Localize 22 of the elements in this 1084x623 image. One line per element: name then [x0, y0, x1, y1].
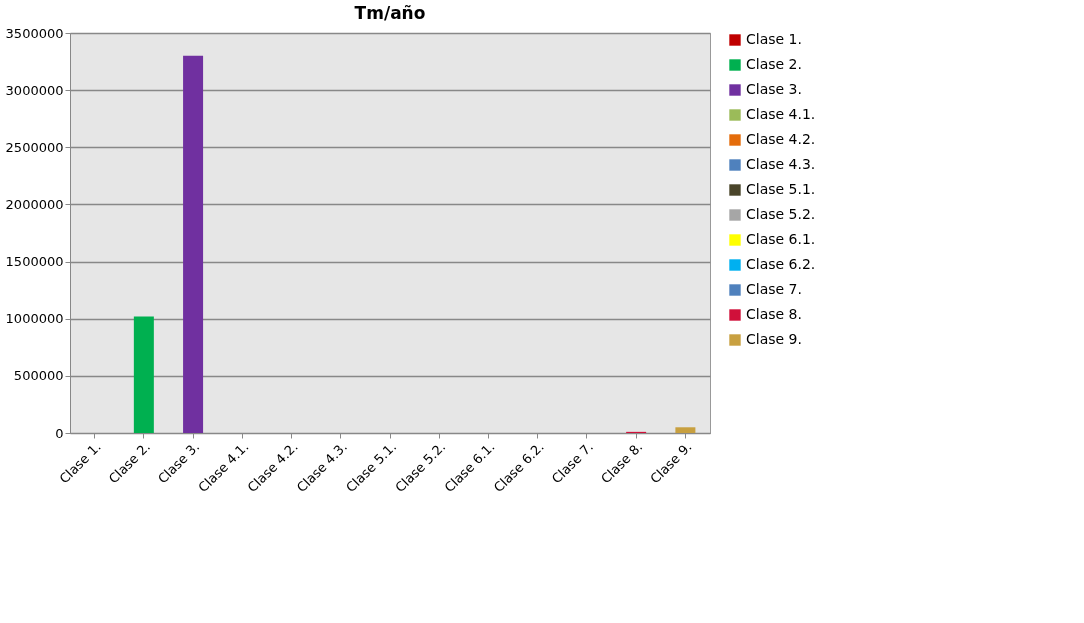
legend-label: Clase 2. — [746, 56, 802, 72]
y-tick-label: 2500000 — [5, 139, 64, 155]
legend-label: Clase 8. — [746, 306, 802, 322]
y-tick-label: 1500000 — [5, 254, 64, 270]
legend-label: Clase 3. — [746, 81, 802, 97]
y-tick-label: 500000 — [13, 368, 64, 384]
y-tick-label: 0 — [55, 425, 64, 441]
y-tick-label: 3000000 — [5, 82, 64, 98]
legend-label: Clase 4.2. — [746, 131, 816, 147]
legend-label: Clase 1. — [746, 31, 802, 47]
legend-label: Clase 4.1. — [746, 106, 816, 122]
legend-label: Clase 6.2. — [746, 256, 816, 272]
legend-label: Clase 5.2. — [746, 206, 816, 222]
chart-title: Tm/año — [354, 3, 426, 23]
legend-label: Clase 7. — [746, 281, 802, 297]
legend-label: Clase 5.1. — [746, 181, 816, 197]
y-tick-label: 1000000 — [5, 311, 64, 327]
legend-label: Clase 6.1. — [746, 231, 816, 247]
y-tick-label: 2000000 — [5, 196, 64, 212]
y-tick-label: 3500000 — [5, 25, 64, 41]
legend-label: Clase 9. — [746, 331, 802, 347]
legend-label: Clase 4.3. — [746, 156, 816, 172]
